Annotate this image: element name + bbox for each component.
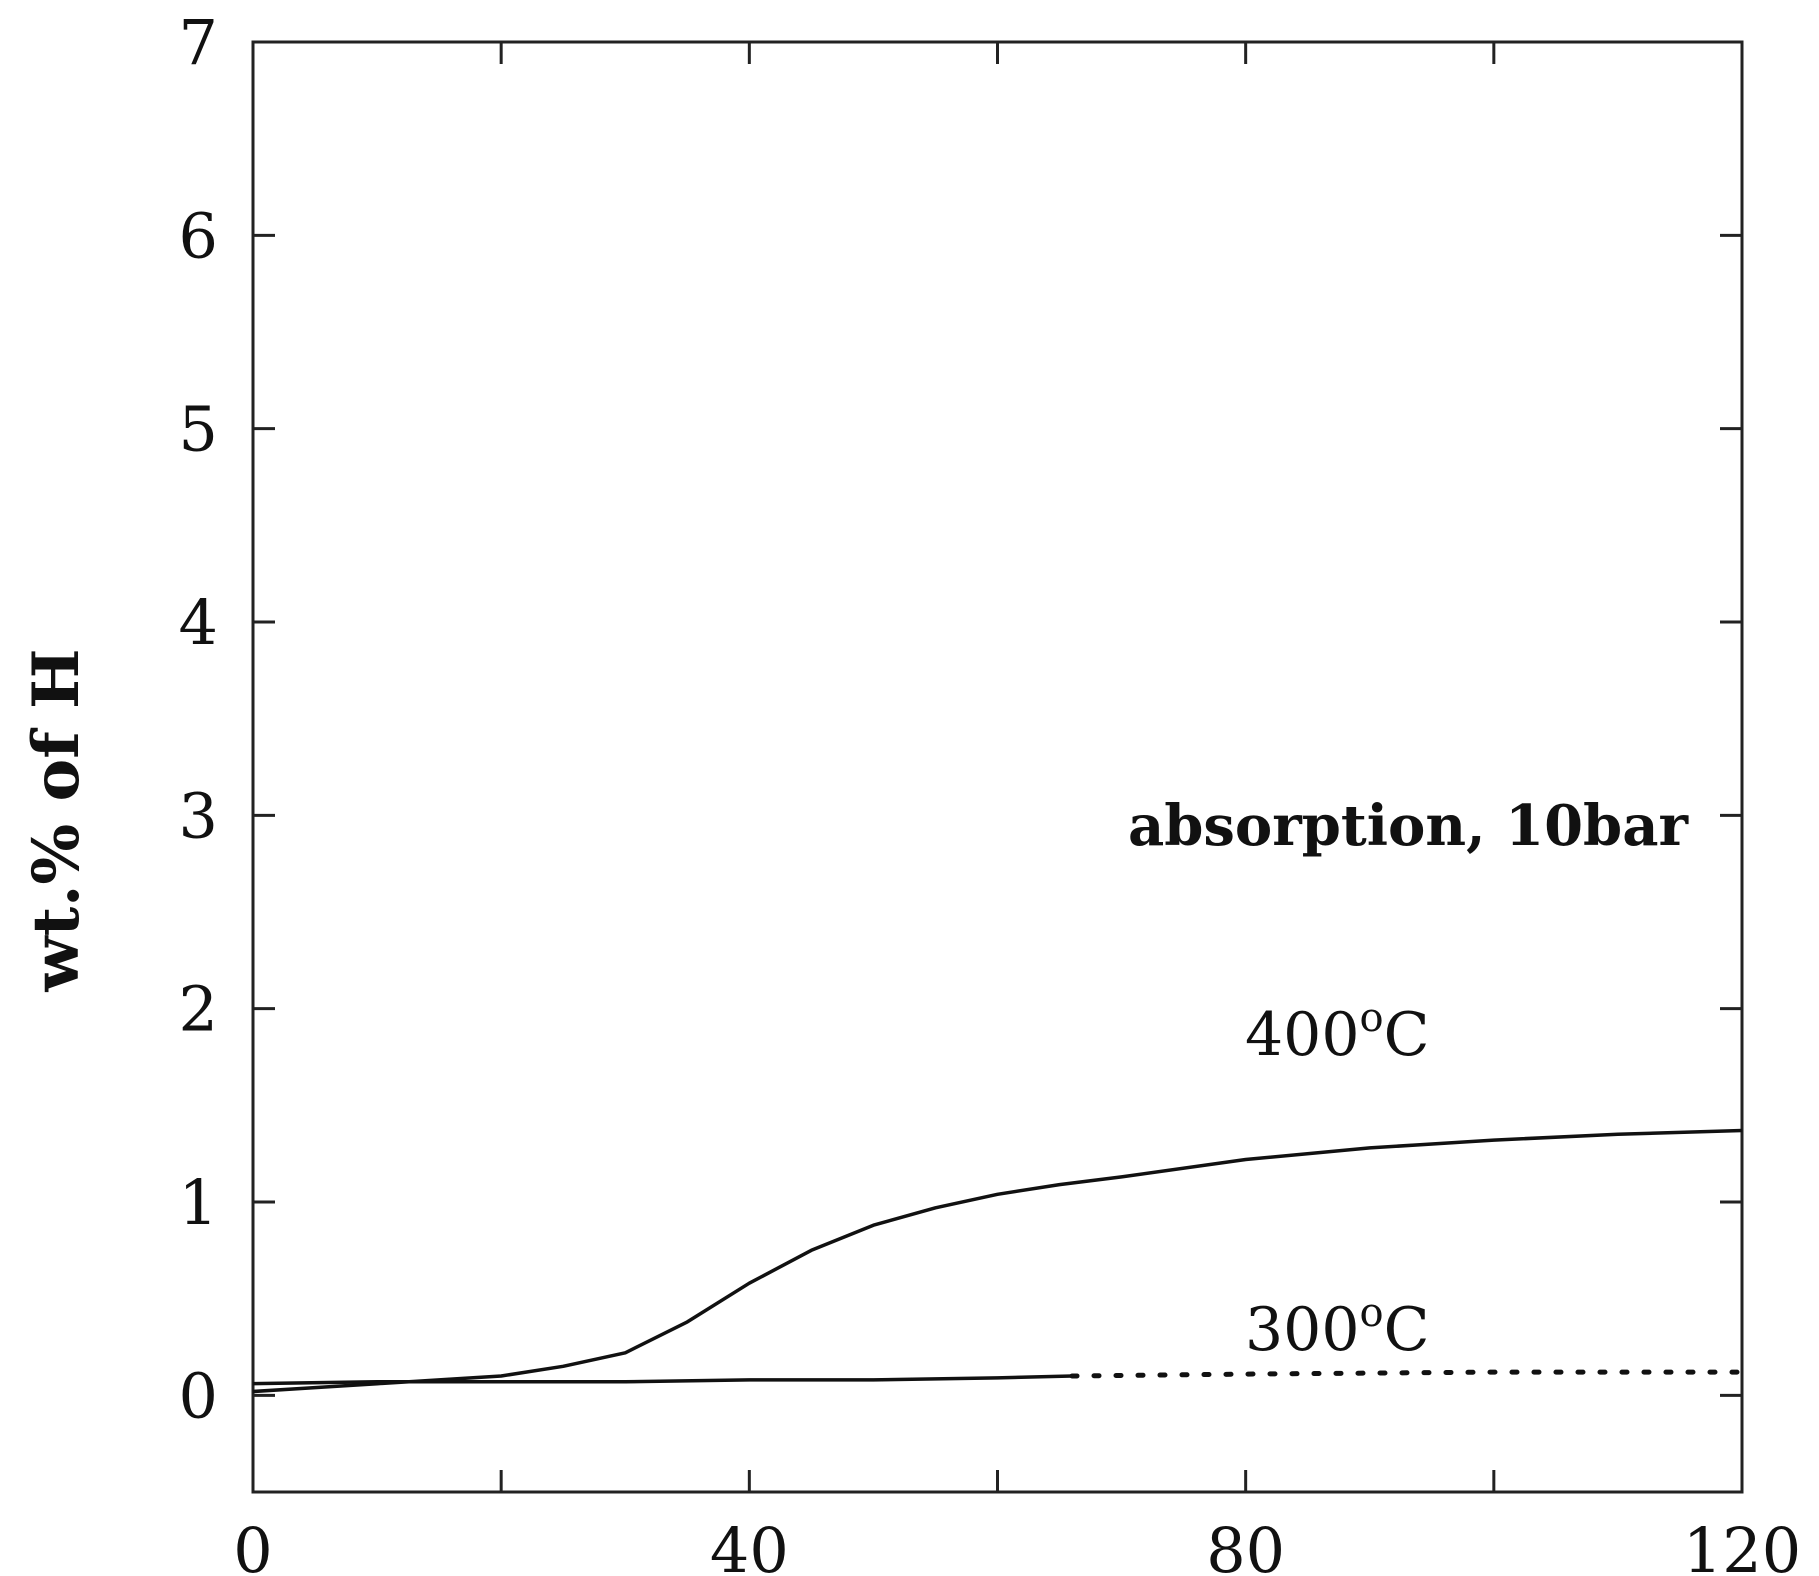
x-tick-label: 40 [710,1514,789,1576]
x-tick-label: 120 [1683,1514,1801,1576]
y-axis-title: wt.% of H [19,649,94,993]
annotation-400c-degree: o [1360,995,1384,1041]
annotation-300c-unit: C [1384,1295,1430,1365]
series-line-t400-solid [252,1128,1743,1394]
annotations: absorption, 10bar 400oC 300oC [1128,793,1690,1365]
x-tick-label: 0 [233,1514,272,1576]
annotation-300c-value: 300 [1245,1295,1360,1365]
y-tick-label: 1 [179,1166,218,1239]
plot-border [251,40,1744,1494]
annotation-400c-unit: C [1384,1000,1430,1070]
y-tick-label: 3 [179,779,218,852]
series-line-t300-dotted [1069,1369,1745,1379]
annotation-300c: 300oC [1245,1290,1430,1365]
plot-frame [251,40,1744,1494]
series-layer [252,1128,1745,1394]
y-tick-label: 5 [179,393,218,466]
axis-ticks [251,40,1744,1492]
y-tick-label: 6 [179,199,218,272]
annotation-400c-value: 400 [1245,1000,1360,1070]
y-tick-label: 7 [179,6,218,79]
axis-tick-labels: 0 40 80 120 0 1 2 3 4 5 6 7 [179,6,1802,1576]
annotation-400c: 400oC [1245,995,1430,1070]
series-line-t300-solid [252,1374,1073,1386]
y-tick-label: 2 [179,973,218,1046]
y-tick-label: 0 [179,1359,218,1432]
annotation-condition: absorption, 10bar [1128,793,1690,859]
annotation-300c-degree: o [1360,1290,1384,1336]
y-tick-label: 4 [179,586,218,659]
x-tick-label: 80 [1206,1514,1285,1576]
